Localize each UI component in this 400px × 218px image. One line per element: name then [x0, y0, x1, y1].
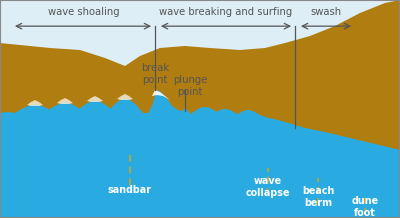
- Text: break
point: break point: [141, 63, 169, 85]
- Text: plunge
point: plunge point: [173, 75, 207, 97]
- Text: swash: swash: [310, 7, 342, 17]
- Text: wave shoaling: wave shoaling: [48, 7, 120, 17]
- Text: sandbar: sandbar: [108, 185, 152, 195]
- Polygon shape: [57, 98, 73, 104]
- Text: beach
berm: beach berm: [302, 186, 334, 208]
- Polygon shape: [27, 100, 43, 106]
- Text: wave breaking and surfing: wave breaking and surfing: [159, 7, 293, 17]
- Polygon shape: [0, 90, 400, 218]
- Polygon shape: [152, 90, 173, 104]
- Polygon shape: [117, 94, 133, 100]
- Text: dune
foot: dune foot: [352, 196, 378, 218]
- Polygon shape: [87, 96, 103, 102]
- Text: wave
collapse: wave collapse: [246, 176, 290, 198]
